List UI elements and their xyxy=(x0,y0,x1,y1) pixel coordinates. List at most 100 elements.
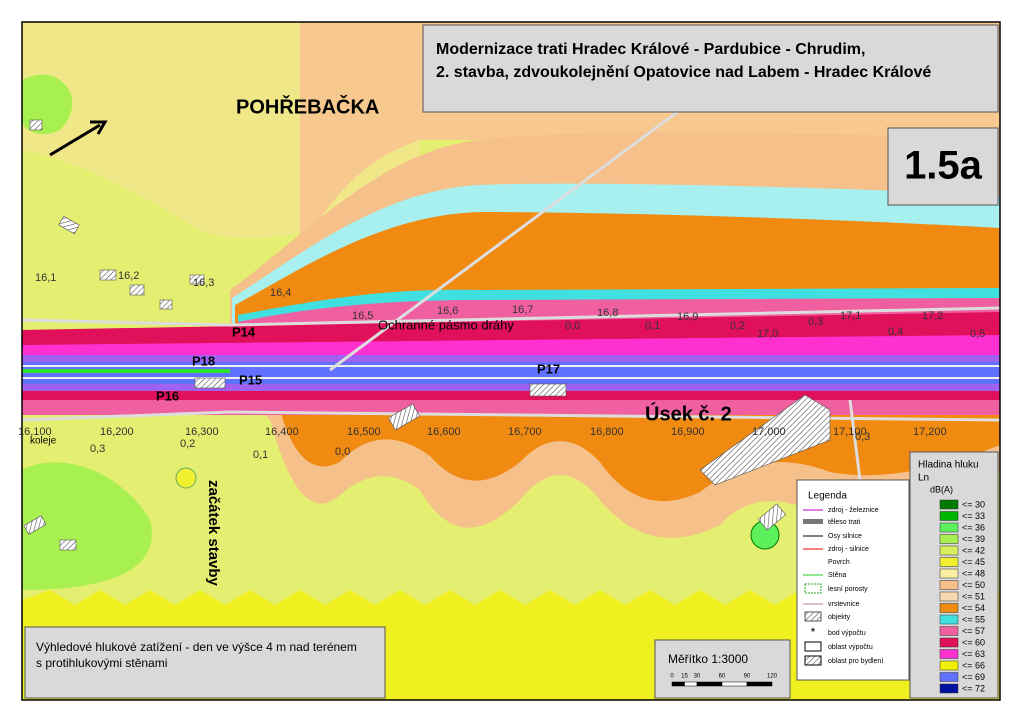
offset-lower: 0,2 xyxy=(180,438,195,450)
station-upper: 16,8 xyxy=(597,307,618,319)
north-arrow xyxy=(49,120,108,157)
title-line: Modernizace trati Hradec Králové - Pardu… xyxy=(436,41,865,58)
station-upper: 17,0 xyxy=(757,328,778,340)
station-lower: 16,500 xyxy=(347,426,381,438)
level-label: <= 63 xyxy=(962,649,985,659)
level-swatch xyxy=(939,534,959,544)
level-label: <= 36 xyxy=(962,522,985,532)
level-swatch xyxy=(939,637,959,648)
station-upper: 17,2 xyxy=(922,310,943,322)
station-upper: 16,2 xyxy=(118,270,139,282)
legend-item: oblast pro bydlení xyxy=(828,658,883,665)
station-lower: 17,200 xyxy=(913,426,947,438)
level-swatch xyxy=(939,660,959,671)
level-swatch xyxy=(939,568,959,579)
map-frame xyxy=(21,21,1001,701)
station-lower: 16,400 xyxy=(265,426,299,438)
offset-upper: 0,3 xyxy=(808,316,823,328)
level-swatch xyxy=(939,683,959,694)
offset-upper: 0,0 xyxy=(565,320,580,332)
level-label: <= 30 xyxy=(962,499,985,509)
station-lower: 17,100 xyxy=(833,426,867,438)
station-lower: 16,900 xyxy=(671,426,705,438)
scale-box xyxy=(654,639,791,699)
level-label: <= 48 xyxy=(962,568,985,578)
level-label: <= 45 xyxy=(962,557,985,567)
scale-segment xyxy=(684,681,698,687)
scale-tick-label: 120 xyxy=(767,674,778,680)
point-label: P16 xyxy=(156,388,179,403)
legend-item: zdroj - silnice xyxy=(828,546,869,553)
station-upper: 16,4 xyxy=(270,287,291,299)
level-label: <= 42 xyxy=(962,545,985,555)
map-layers xyxy=(22,22,1000,700)
offset-upper: 0,4 xyxy=(888,326,903,338)
level-swatch xyxy=(939,603,959,613)
level-swatch xyxy=(939,545,959,556)
offset-upper: 0,5 xyxy=(970,328,985,340)
station-upper: 16,9 xyxy=(677,311,698,323)
offset-upper: 0,2 xyxy=(730,320,745,332)
svg-text:*: * xyxy=(811,625,816,639)
legend-item: vrstevnice xyxy=(828,601,860,608)
legend-symbols: * xyxy=(803,509,823,666)
stations: 16,1 16,2 16,3 16,4 16,5 16,6 16,7 16,8 16,9 17,0… xyxy=(18,270,985,461)
protection-zone-label: Ochranné pásmo dráhy xyxy=(378,317,514,332)
legend-title: Legenda xyxy=(808,491,847,502)
station-upper: 16,6 xyxy=(437,305,458,317)
legend-item: Stěna xyxy=(828,572,846,579)
scale-tick-label: 90 xyxy=(744,674,751,680)
title-line: 2. stavba, zdvoukolejnění Opatovice nad … xyxy=(436,64,931,81)
track-label: koleje xyxy=(30,436,57,447)
zone-39 xyxy=(22,74,73,135)
offset-lower: 0,3 xyxy=(90,443,105,455)
level-swatch xyxy=(939,580,959,590)
legend-item: lesní porosty xyxy=(828,586,868,593)
scale-tick-label: 60 xyxy=(719,674,726,680)
legend-item: oblast výpočtu xyxy=(828,644,873,651)
scale-tick-label: 30 xyxy=(694,674,701,680)
scale-segment xyxy=(696,681,723,687)
sheet-number: 1.5a xyxy=(904,144,983,188)
legend-item: Povrch xyxy=(828,559,850,566)
scale-bar: 0 15 30 60 90 120 xyxy=(670,674,778,687)
station-upper: 16,7 xyxy=(512,304,533,316)
level-label: <= 50 xyxy=(962,580,985,590)
level-swatch xyxy=(939,614,959,625)
scale-title: Měřítko 1:3000 xyxy=(668,652,748,666)
point-label: P14 xyxy=(232,324,256,339)
level-label: <= 66 xyxy=(962,660,985,670)
level-swatch xyxy=(939,626,959,636)
contour-hill xyxy=(175,467,197,489)
title-box xyxy=(422,24,999,113)
level-label: <= 55 xyxy=(962,614,985,624)
legend-item: bod výpočtu xyxy=(828,630,866,637)
level-swatch xyxy=(939,649,959,659)
roads xyxy=(22,108,1000,481)
legend-item: Osy silnice xyxy=(828,533,862,540)
level-label: <= 60 xyxy=(962,637,985,647)
level-label: <= 51 xyxy=(962,591,985,601)
offset-lower: 0,3 xyxy=(855,431,870,443)
scale-segment xyxy=(721,681,748,687)
noise-scale-subtitle: Ln xyxy=(918,473,929,484)
level-label: <= 57 xyxy=(962,626,985,636)
level-swatch xyxy=(939,591,959,602)
section-label: Úsek č. 2 xyxy=(645,401,732,425)
level-swatch xyxy=(939,511,959,521)
level-label: <= 39 xyxy=(962,534,985,544)
level-swatch xyxy=(939,672,959,682)
station-upper: 17,1 xyxy=(840,310,861,322)
legend-item: zdroj - železnice xyxy=(828,507,879,514)
zone-39 xyxy=(22,462,152,590)
point-label: P18 xyxy=(192,353,215,368)
scale-segment xyxy=(746,681,773,687)
level-label: <= 72 xyxy=(962,683,985,693)
legend-box xyxy=(796,479,910,681)
station-lower: 16,200 xyxy=(100,426,134,438)
legend-items: zdroj - železnice těleso trati Osy silnice… xyxy=(828,507,883,665)
scale-tick-label: 15 xyxy=(681,674,688,680)
station-upper: 16,3 xyxy=(193,277,214,289)
noise-levels: <= 30 <= 33<= 36 <= 39<= 42 <= 45<= 48 <= 50… xyxy=(939,499,985,694)
station-lower: 16,800 xyxy=(590,426,624,438)
